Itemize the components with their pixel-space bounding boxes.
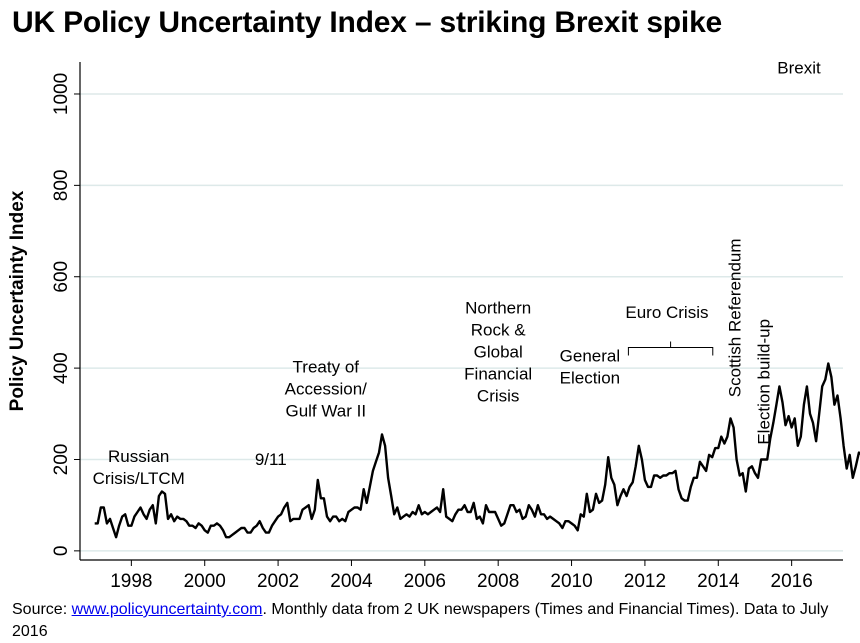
annotation-line-3-0: Northern: [465, 298, 531, 317]
annotation-line-3-3: Financial: [464, 364, 532, 383]
x-tick-label-2010: 2010: [550, 571, 592, 592]
source-note: Source: www.policyuncertainty.com. Month…: [12, 599, 842, 643]
annotation-4: General Election: [560, 346, 620, 387]
euro-crisis-bracket: [627, 341, 714, 356]
x-tick-label-2006: 2006: [404, 571, 446, 592]
annotation-1: 9/11: [255, 450, 287, 469]
annotation-line-0-1: Crisis/LTCM: [93, 469, 185, 488]
annotation-2: Treaty of Accession/Gulf War II: [285, 358, 367, 421]
y-tick-label-200: 200: [51, 444, 72, 476]
x-tick-label-2012: 2012: [624, 571, 666, 592]
axes: 0 200 400 600 800 1000 Policy Uncertainty Inde…: [7, 62, 843, 592]
annotation-5: Euro Crisis: [625, 303, 708, 322]
x-tick-label-2004: 2004: [330, 571, 373, 592]
annotation-line-2-0: Treaty of: [293, 358, 360, 377]
annotation-0: Russian Crisis/LTCM: [93, 447, 185, 488]
source-prefix: Source:: [12, 601, 72, 618]
y-tick-label-1000: 1000: [51, 73, 72, 115]
x-tick-label-2002: 2002: [257, 571, 299, 592]
grid-lines: [80, 93, 843, 552]
series-line-0: [94, 362, 860, 539]
annotation-line-3-1: Rock &: [471, 320, 526, 339]
annotations-layer: Russian Crisis/LTCM 9/11 Treaty of Accession…: [93, 58, 821, 487]
chart-area: 0 200 400 600 800 1000 Policy Uncertainty Inde…: [7, 58, 860, 592]
annotation-7: Election build-up: [755, 319, 774, 445]
annotation-3: Northern Rock & Global Financial Crisis: [464, 298, 532, 405]
annotation-line-3-2: Global: [474, 342, 523, 361]
x-tick-label-2008: 2008: [477, 571, 519, 592]
y-tick-label-800: 800: [51, 170, 72, 202]
y-tick-label-400: 400: [51, 352, 72, 384]
annotation-6: Scottish Referendum: [725, 238, 744, 397]
y-tick-label-600: 600: [51, 261, 72, 293]
annotation-line-4-1: Election: [560, 368, 620, 387]
annotation-text-6: Scottish Referendum: [725, 238, 744, 397]
source-link[interactable]: www.policyuncertainty.com: [71, 601, 263, 618]
x-tick-label-1998: 1998: [110, 571, 152, 592]
annotation-line-1-0: 9/11: [255, 450, 287, 469]
chart-title: UK Policy Uncertainty Index – striking B…: [12, 6, 723, 39]
source-suffix: . Monthly data from 2 UK newspapers (Tim…: [12, 601, 829, 640]
x-tick-label-2000: 2000: [184, 571, 226, 592]
x-tick-label-2014: 2014: [697, 571, 740, 592]
y-tick-label-0: 0: [51, 546, 72, 557]
x-tick-label-2016: 2016: [771, 571, 813, 592]
annotation-line-4-0: General: [560, 346, 620, 365]
y-axis-title: Policy Uncertainty Index: [7, 190, 28, 411]
series-layer: [94, 362, 860, 539]
annotation-text-7: Election build-up: [755, 319, 774, 445]
annotation-line-2-1: Accession/: [285, 380, 367, 399]
annotation-line-3-4: Crisis: [477, 386, 520, 405]
annotation-line-8-0: Brexit: [777, 58, 821, 77]
annotation-line-5-0: Euro Crisis: [625, 303, 708, 322]
annotation-line-0-0: Russian: [108, 447, 169, 466]
annotation-line-2-2: Gulf War II: [285, 402, 366, 421]
annotation-8: Brexit: [777, 58, 821, 77]
